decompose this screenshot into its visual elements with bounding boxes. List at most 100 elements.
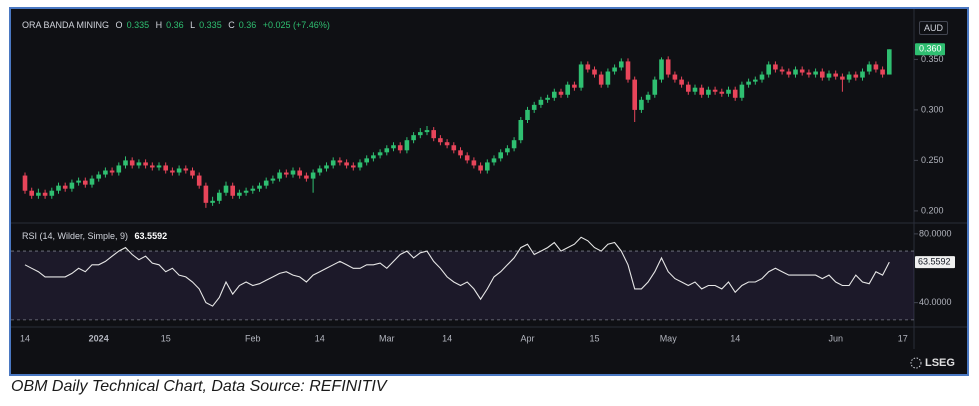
candle-body — [659, 59, 664, 80]
candle-body — [330, 160, 336, 166]
candle-body — [458, 150, 463, 156]
candle-body — [773, 64, 778, 70]
candle-body — [719, 91, 725, 94]
candle-body — [592, 69, 597, 75]
x-tick-label: 2024 — [89, 333, 109, 343]
candle-body — [786, 71, 792, 75]
candle-body — [632, 79, 637, 110]
candle-body — [552, 91, 557, 98]
candle-body — [880, 69, 885, 75]
candle-body — [150, 165, 155, 168]
candle-body — [404, 140, 410, 151]
candle-body — [22, 175, 28, 191]
candle-body — [478, 165, 483, 171]
candle-body — [451, 145, 457, 151]
candle-body — [217, 192, 222, 201]
candle-body — [143, 162, 148, 166]
candle-body — [645, 94, 651, 100]
candle-body — [89, 178, 95, 185]
rsi-title: RSI (14, Wilder, Simple, 9) — [22, 231, 129, 241]
candle-body — [652, 79, 658, 95]
candle-body — [36, 192, 41, 196]
candle-body — [438, 138, 443, 143]
candle-body — [203, 185, 209, 203]
candle-body — [76, 180, 81, 183]
candle-body — [706, 89, 711, 95]
candle-body — [813, 71, 818, 75]
candle-body — [873, 64, 879, 70]
y-tick-label: 0.350 — [921, 54, 944, 64]
last-price-label: 0.360 — [919, 44, 942, 54]
y-tick-label: 0.200 — [921, 205, 944, 215]
ohlc-o: O 0.335 — [116, 20, 150, 30]
candle-body — [304, 175, 309, 179]
candle-body — [284, 172, 289, 175]
rsi-line — [24, 236, 890, 307]
candle-body — [270, 178, 276, 181]
candle-body — [498, 152, 503, 159]
ohlc-value: 0.335 — [126, 20, 150, 30]
currency: AUD — [919, 21, 949, 35]
candle-body — [156, 165, 162, 168]
rsi-header: RSI (14, Wilder, Simple, 9) 63.5592 — [22, 231, 171, 241]
candle-body — [665, 59, 671, 75]
candle-body — [726, 89, 731, 94]
candle-body — [129, 160, 135, 166]
candle-body — [183, 168, 189, 171]
rsi-value: 63.5592 — [134, 231, 168, 241]
candle-body — [424, 130, 430, 133]
candle-body — [277, 172, 282, 179]
ohlc-c: C 0.36 — [228, 20, 256, 30]
candle-body — [699, 87, 704, 95]
candle-body — [237, 192, 242, 196]
logo-text: LSEG — [925, 357, 955, 369]
candle-body — [759, 74, 765, 80]
candle-body — [116, 165, 122, 173]
candle-body — [793, 69, 798, 75]
candle-body — [317, 168, 323, 173]
candle-body — [62, 185, 68, 189]
candle-body — [753, 79, 758, 82]
candle-body — [257, 185, 262, 189]
candle-body — [766, 64, 771, 75]
candle-body — [565, 84, 570, 95]
candle-body — [29, 190, 34, 196]
candle-body — [384, 148, 390, 153]
x-tick-label: May — [660, 333, 678, 343]
candle-body — [109, 170, 115, 173]
candle-body — [418, 132, 423, 136]
candle-body — [639, 99, 644, 110]
candle-body — [746, 81, 751, 85]
x-tick-label: 14 — [315, 333, 325, 343]
candle-body — [357, 162, 363, 168]
x-tick-label: Jun — [828, 333, 843, 343]
candle-body — [56, 185, 61, 191]
candle-body — [846, 74, 852, 80]
y-tick-label: 0.250 — [921, 155, 944, 165]
candle-body — [806, 72, 812, 75]
ohlc-key: O — [115, 20, 123, 30]
candle-body — [585, 64, 591, 70]
candle-body — [196, 175, 202, 186]
rsi-value-box — [915, 256, 955, 269]
candle-body — [578, 64, 584, 88]
candle-body — [103, 170, 108, 175]
x-tick-label: Feb — [245, 333, 261, 343]
candle-body — [799, 69, 805, 73]
logo-icon — [910, 357, 922, 369]
candle-body — [518, 120, 524, 141]
ohlc-value: 0.36 — [166, 20, 184, 30]
caption: OBM Daily Technical Chart, Data Source: … — [11, 378, 387, 395]
candle-body — [263, 180, 269, 186]
candle-body — [397, 145, 403, 151]
candle-body — [779, 69, 785, 72]
ohlc-key: L — [190, 20, 196, 30]
ohlc-l: L 0.335 — [190, 20, 222, 30]
candle-body — [853, 74, 859, 78]
candle-body — [69, 182, 75, 189]
x-tick-label: 14 — [730, 333, 740, 343]
candle-body — [444, 142, 450, 146]
candle-body — [464, 155, 470, 161]
x-tick-label: Mar — [379, 333, 395, 343]
candle-body — [337, 160, 343, 163]
